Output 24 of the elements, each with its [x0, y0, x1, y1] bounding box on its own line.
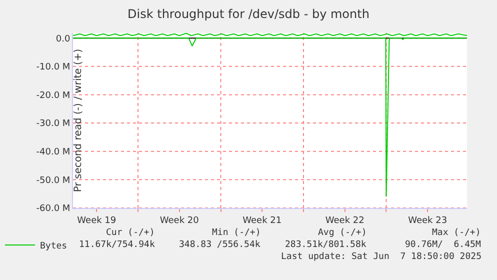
text: Max (-/+) — [432, 228, 481, 238]
x-tick-label: Week 23 — [408, 216, 448, 226]
y-axis-title: Pr second read (-) / write (+) — [73, 48, 84, 192]
x-tick-label: Week 20 — [160, 216, 200, 226]
text: 348.83 /556.54k — [179, 240, 261, 250]
chart-title: Disk throughput for /dev/sdb - by month — [128, 7, 370, 22]
text: 11.67k/754.94k — [79, 240, 156, 250]
y-tick-label: -60.0 M — [36, 204, 70, 214]
y-tick-label: -20.0 M — [36, 90, 70, 101]
text: Last update: Sat Jun 7 18:50:00 2025 — [281, 252, 482, 262]
y-tick-label: -40.0 M — [36, 148, 70, 158]
text: Avg (-/+) — [318, 228, 367, 238]
text: Cur (-/+) — [106, 228, 155, 238]
x-tick-label: Week 22 — [325, 216, 364, 226]
legend-label: Bytes — [40, 242, 68, 252]
text: 90.76M/ 6.45M — [405, 240, 482, 250]
y-tick-label: -10.0 M — [36, 62, 70, 73]
x-tick-label: Week 21 — [242, 216, 282, 226]
y-tick-label: -30.0 M — [36, 119, 70, 130]
x-tick-label: Week 19 — [77, 216, 116, 226]
text: Min (-/+) — [212, 228, 261, 238]
text: 283.51k/801.58k — [285, 240, 367, 250]
y-tick-label: 0.0 — [56, 34, 70, 44]
y-tick-label: -50.0 M — [36, 176, 70, 186]
